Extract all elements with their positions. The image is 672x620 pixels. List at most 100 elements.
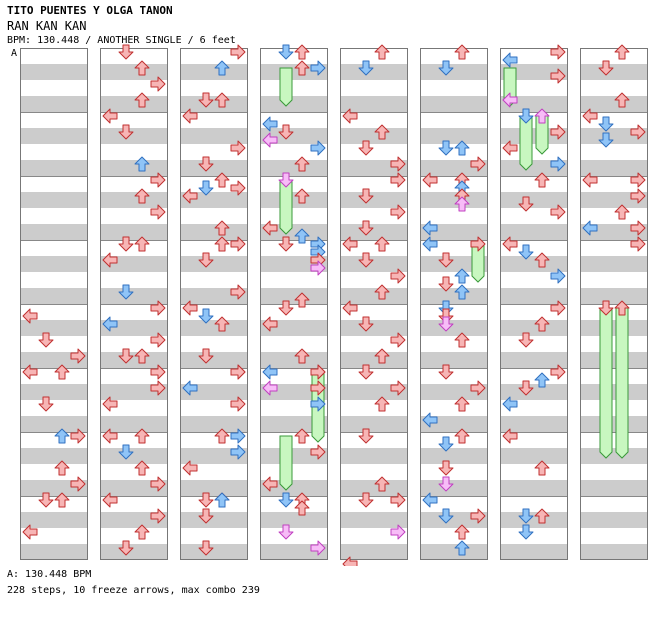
- chart-column: [580, 48, 648, 560]
- arrow-down: [438, 508, 454, 524]
- arrow-down: [118, 284, 134, 300]
- arrow-left: [262, 316, 278, 332]
- arrow-down: [118, 44, 134, 60]
- arrow-up: [134, 188, 150, 204]
- arrow-up: [534, 108, 550, 124]
- arrow-up: [134, 524, 150, 540]
- arrow-left: [262, 476, 278, 492]
- arrow-right: [630, 188, 646, 204]
- arrow-right: [390, 172, 406, 188]
- arrow-right: [230, 396, 246, 412]
- arrow-up: [614, 300, 630, 316]
- arrow-right: [230, 180, 246, 196]
- footer-stats: 228 steps, 10 freeze arrows, max combo 2…: [7, 585, 260, 596]
- arrow-left: [22, 364, 38, 380]
- arrow-right: [150, 204, 166, 220]
- arrow-left: [502, 396, 518, 412]
- freeze-arrow-up: [615, 307, 629, 459]
- arrow-down: [198, 508, 214, 524]
- arrow-left: [502, 236, 518, 252]
- arrow-down: [358, 60, 374, 76]
- arrow-up: [454, 196, 470, 212]
- arrow-right: [150, 300, 166, 316]
- arrow-left: [502, 52, 518, 68]
- arrow-right: [310, 60, 326, 76]
- arrow-right: [150, 364, 166, 380]
- arrow-up: [454, 44, 470, 60]
- arrow-right: [390, 492, 406, 508]
- arrow-down: [198, 92, 214, 108]
- freeze-arrow-down: [279, 179, 293, 235]
- arrow-up: [454, 140, 470, 156]
- arrow-left: [102, 316, 118, 332]
- arrow-up: [454, 428, 470, 444]
- arrow-down: [438, 140, 454, 156]
- arrow-up: [454, 524, 470, 540]
- arrow-up: [294, 156, 310, 172]
- arrow-right: [150, 76, 166, 92]
- arrow-left: [182, 188, 198, 204]
- arrow-down: [198, 252, 214, 268]
- chart-column: [500, 48, 568, 560]
- arrow-down: [278, 172, 294, 188]
- arrow-left: [342, 108, 358, 124]
- arrow-left: [422, 236, 438, 252]
- arrow-right: [390, 156, 406, 172]
- arrow-left: [422, 172, 438, 188]
- arrow-right: [310, 396, 326, 412]
- arrow-right: [550, 268, 566, 284]
- chart-info: BPM: 130.448 / ANOTHER SINGLE / 6 feet: [7, 35, 236, 46]
- arrow-left: [182, 300, 198, 316]
- arrow-right: [70, 428, 86, 444]
- arrow-left: [582, 220, 598, 236]
- arrow-up: [214, 428, 230, 444]
- arrow-down: [358, 252, 374, 268]
- arrow-up: [454, 540, 470, 556]
- arrow-left: [502, 92, 518, 108]
- arrow-down: [358, 220, 374, 236]
- arrow-right: [630, 236, 646, 252]
- arrow-up: [214, 316, 230, 332]
- arrow-down: [438, 364, 454, 380]
- freeze-arrow-down: [519, 115, 533, 171]
- arrow-up: [54, 428, 70, 444]
- arrow-up: [374, 124, 390, 140]
- arrow-left: [102, 252, 118, 268]
- arrow-down: [118, 540, 134, 556]
- arrow-up: [294, 292, 310, 308]
- arrow-down: [598, 300, 614, 316]
- arrow-right: [470, 156, 486, 172]
- arrow-up: [214, 60, 230, 76]
- arrow-down: [518, 508, 534, 524]
- arrow-left: [422, 220, 438, 236]
- arrow-left: [22, 524, 38, 540]
- arrow-right: [550, 44, 566, 60]
- arrow-left: [182, 460, 198, 476]
- arrow-left: [342, 556, 358, 566]
- arrow-right: [550, 68, 566, 84]
- arrow-left: [502, 428, 518, 444]
- arrow-right: [230, 44, 246, 60]
- arrow-right: [550, 204, 566, 220]
- arrow-up: [614, 92, 630, 108]
- arrow-down: [358, 188, 374, 204]
- arrow-right: [230, 284, 246, 300]
- arrow-up: [54, 492, 70, 508]
- arrow-up: [614, 44, 630, 60]
- arrow-right: [230, 428, 246, 444]
- arrow-up: [214, 92, 230, 108]
- arrow-down: [278, 300, 294, 316]
- arrow-up: [534, 172, 550, 188]
- arrow-down: [358, 364, 374, 380]
- arrow-down: [598, 116, 614, 132]
- arrow-up: [534, 316, 550, 332]
- arrow-right: [470, 380, 486, 396]
- arrow-down: [438, 460, 454, 476]
- freeze-arrow-down: [279, 435, 293, 491]
- arrow-down: [598, 60, 614, 76]
- arrow-right: [390, 524, 406, 540]
- arrow-down: [198, 308, 214, 324]
- arrow-up: [374, 348, 390, 364]
- arrow-down: [278, 44, 294, 60]
- arrow-down: [438, 316, 454, 332]
